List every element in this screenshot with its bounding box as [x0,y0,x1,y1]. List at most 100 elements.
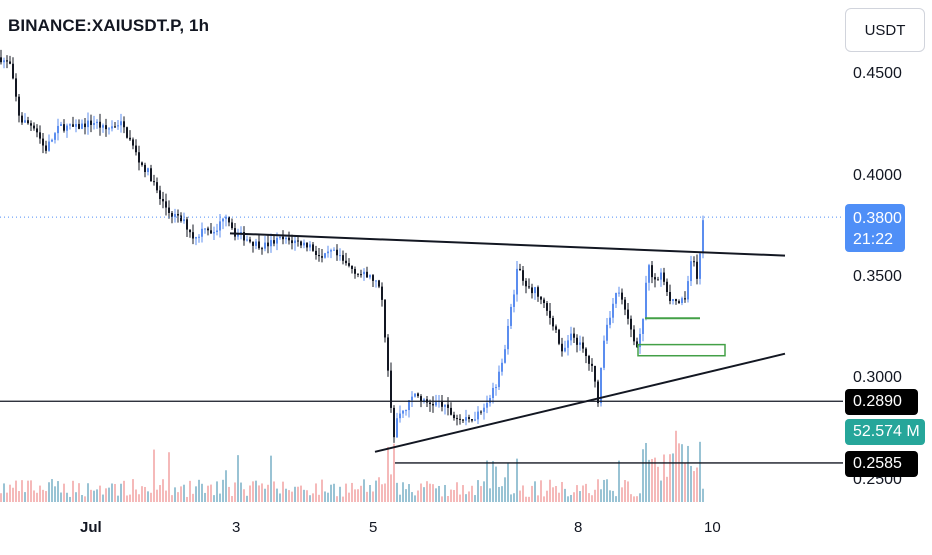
volume-bar [21,480,23,502]
volume-bar [243,489,245,502]
volume-bar [612,490,614,502]
volume-bar [120,483,122,502]
candle-body [66,125,68,131]
volume-bar [159,485,161,502]
candle-body [351,265,353,269]
volume-bar [624,480,626,502]
volume-bar [609,490,611,502]
volume-bar [102,494,104,502]
candle-body [618,292,620,294]
last-price-tag: 0.3800 21:22 [845,204,905,252]
candle-body [411,396,413,401]
candle-body [264,242,266,249]
volume-bar [573,492,575,502]
volume-bar [27,480,29,502]
candle-body [126,127,128,138]
candle-body [363,271,365,275]
candle-body [93,123,95,125]
candle-body [195,236,197,239]
volume-bar [576,485,578,502]
volume-bar [195,486,197,502]
candle-body [417,393,419,397]
volume-bar [285,488,287,502]
volume-bar [669,454,671,502]
volume-bar [51,479,53,502]
candle-body [360,274,362,276]
candle-body [414,393,416,397]
volume-bar [510,494,512,502]
candle-body [387,337,389,371]
volume-bar [648,459,650,502]
candle-body [570,333,572,341]
level-tag-upper: 0.2890 [845,389,918,415]
candle-body [153,181,155,183]
volume-bar [135,489,137,502]
candle-body [114,126,116,128]
volume-bar [582,485,584,502]
volume-bar [12,487,14,502]
volume-bar [306,490,308,502]
candle-body [603,340,605,368]
volume-bar [360,485,362,502]
candle-body [435,402,437,406]
volume-bar [297,486,299,502]
volume-bar [687,445,689,502]
volume-bar [666,476,668,502]
volume-bar [165,490,167,502]
candle-body [189,229,191,233]
candle-body [123,121,125,128]
volume-bar [387,446,389,502]
volume-bar [18,491,20,502]
candle-body [270,240,272,247]
candle-body [147,168,149,173]
volume-bar [291,491,293,502]
volume-bar [264,488,266,502]
volume-bar [417,490,419,502]
candle-body [366,271,368,278]
candle-body [630,318,632,330]
candle-body [660,272,662,280]
candle-body [579,342,581,345]
volume-bar [519,490,521,502]
candle-body [480,411,482,413]
currency-label: USDT [864,21,906,39]
candle-body [399,413,401,419]
candle-body [342,255,344,261]
candle-body [567,340,569,348]
currency-button[interactable]: USDT [845,8,925,52]
volume-bar [57,481,59,502]
volume-bar [162,479,164,502]
candle-body [51,139,53,142]
candle-body [441,401,443,407]
candle-body [591,363,593,366]
candles [0,49,704,443]
candle-body [24,120,26,123]
candle-body [3,60,5,63]
volume-bar [105,488,107,502]
candle-body [336,249,338,256]
candle-body [300,241,302,246]
volume-bar [588,493,590,502]
volume-bar [186,496,188,502]
candle-body [546,303,548,311]
candle-body [573,333,575,338]
volume-bar [150,492,152,502]
volume-bar [252,481,254,502]
candle-body [462,419,464,421]
volume-bar [348,492,350,502]
volume-bar [585,483,587,502]
volume-bar [132,479,134,502]
volume-bar [381,484,383,502]
candle-body [348,263,350,266]
candle-body [279,236,281,238]
candle-body [45,145,47,151]
candle-body [702,220,704,254]
volume-bar [93,490,95,502]
candle-body [84,123,86,128]
volume-bar [90,489,92,502]
volume-bar [327,492,329,502]
candle-body [291,240,293,244]
volume-bar [279,493,281,502]
